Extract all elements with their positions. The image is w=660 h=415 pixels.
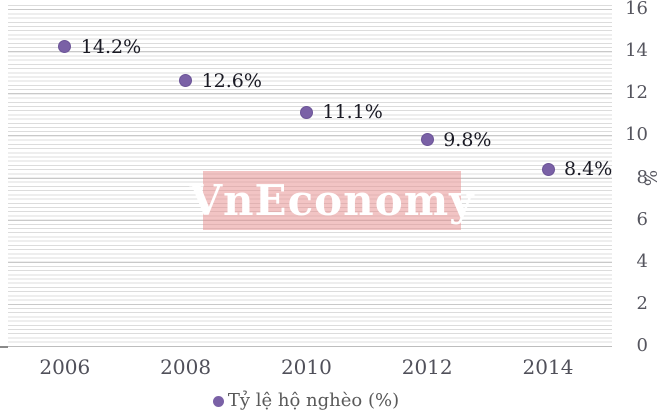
x-tick-label-2006: 2006 [39, 355, 91, 379]
y-tick-label-12: 12 [625, 82, 648, 104]
watermark-text: VnEconomy [189, 176, 475, 225]
major-gridline-16 [8, 8, 612, 10]
data-label-2010: 11.1% [322, 101, 383, 124]
data-label-2012: 9.8% [443, 128, 492, 151]
y-tick-label-16: 16 [625, 0, 648, 19]
y-tick-label-4: 4 [636, 251, 648, 272]
data-label-2014: 8.4% [564, 158, 613, 181]
y-tick-label-2: 2 [636, 293, 648, 315]
data-label-2008: 12.6% [201, 69, 262, 92]
data-label-2006: 14.2% [80, 35, 142, 58]
x-tick-label-2012: 2012 [401, 355, 453, 379]
major-gridline-4 [8, 262, 612, 263]
legend-marker-icon [212, 395, 224, 407]
x-tick-label-2014: 2014 [522, 355, 574, 379]
major-gridline-0 [8, 346, 612, 348]
major-gridline-10 [8, 135, 612, 137]
data-point-2006 [58, 40, 72, 54]
chart-legend: Tỷ lệ hộ nghèo (%) [0, 388, 612, 414]
x-axis-tick-mark [0, 345, 8, 348]
data-point-2014 [541, 162, 555, 176]
y-tick-label-0: 0 [636, 335, 648, 357]
y-axis-title: % [642, 169, 660, 186]
x-tick-label-2008: 2008 [160, 355, 212, 379]
data-point-2010 [299, 105, 313, 119]
data-point-2008 [179, 74, 193, 88]
legend-label: Tỷ lệ hộ nghèo (%) [227, 390, 400, 411]
y-tick-label-8: 8 [636, 166, 648, 188]
major-gridline-14 [8, 51, 612, 53]
y-tick-label-14: 14 [625, 40, 648, 62]
x-tick-label-2010: 2010 [280, 355, 332, 379]
data-point-2012 [420, 133, 434, 147]
major-gridline-2 [8, 304, 612, 306]
y-tick-label-6: 6 [636, 208, 648, 230]
watermark-vneconomy: VnEconomy [189, 171, 474, 230]
y-tick-label-10: 10 [625, 124, 648, 146]
major-gridline-12 [8, 93, 612, 95]
